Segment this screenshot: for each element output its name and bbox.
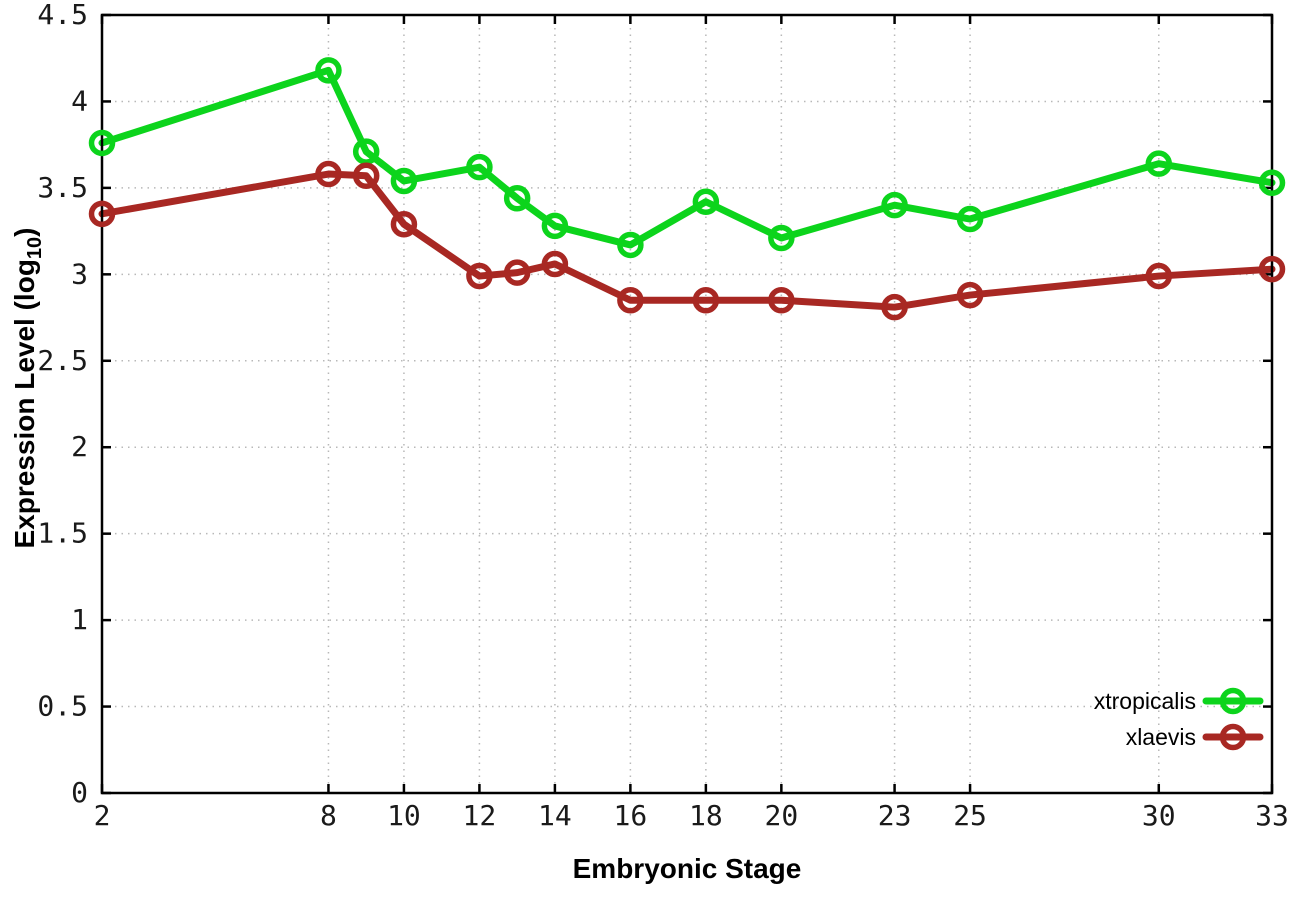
x-tick-label: 18 (689, 799, 723, 832)
series-line-xtropicalis (98, 66, 1276, 249)
data-point-xlaevis (692, 287, 720, 314)
data-point-xtropicalis (1145, 150, 1173, 177)
data-point-xlaevis (390, 210, 418, 238)
data-point-xtropicalis (466, 153, 493, 181)
gridlines (102, 15, 1272, 793)
y-tick-label: 3.5 (37, 171, 88, 204)
data-point-xlaevis (352, 162, 380, 190)
data-point-xlaevis (541, 250, 569, 278)
x-tick-label: 30 (1142, 799, 1176, 832)
data-point-xtropicalis (768, 224, 795, 252)
legend-label-xtropicalis: xtropicalis (1094, 688, 1196, 714)
series-line-xlaevis (98, 170, 1276, 311)
data-point-xlaevis (768, 287, 795, 314)
data-point-xlaevis (1145, 262, 1173, 290)
x-tick-label: 2 (94, 799, 111, 832)
x-tick-label: 20 (764, 799, 798, 832)
y-tick-label: 0.5 (37, 690, 88, 723)
data-point-xlaevis (956, 281, 984, 309)
axis-ticks (100, 13, 1274, 795)
y-tick-label: 2 (71, 430, 88, 463)
y-tick-label: 4 (71, 84, 88, 117)
series-lines (98, 66, 1276, 311)
y-tick-label: 1 (71, 603, 88, 636)
y-tick-label: 2.5 (37, 344, 88, 377)
data-point-xlaevis (315, 160, 342, 188)
y-axis-title-main: Expression Level (log (9, 259, 40, 548)
y-tick-label: 1.5 (37, 517, 88, 550)
x-tick-label: 14 (538, 799, 572, 832)
x-tick-label: 25 (953, 799, 987, 832)
data-point-xtropicalis (617, 231, 644, 259)
data-point-markers (88, 57, 1286, 321)
data-point-xtropicalis (1258, 169, 1286, 196)
x-tick-label: 33 (1255, 799, 1289, 832)
y-axis-title-close: ) (9, 228, 40, 237)
data-point-xlaevis (1258, 255, 1286, 283)
tick-labels: 2 8 10 12 14 16 18 20 23 25 30 33 0 0.5 1 1.5 2 2.5 3 3.5 4 4… (37, 0, 1288, 832)
data-point-xtropicalis (881, 191, 908, 219)
data-point-xtropicalis (541, 212, 569, 240)
y-tick-label: 0 (71, 776, 88, 809)
y-axis-title: Expression Level (log10) (9, 228, 46, 549)
x-tick-label: 23 (878, 799, 912, 832)
data-point-xlaevis (881, 293, 908, 321)
data-point-xtropicalis (503, 185, 531, 212)
data-point-xtropicalis (88, 129, 116, 157)
y-tick-label: 3 (71, 257, 88, 290)
data-point-xtropicalis (352, 138, 380, 165)
x-tick-label: 10 (387, 799, 421, 832)
y-axis-title-subscript: 10 (24, 237, 46, 259)
plot-border (100, 13, 1274, 795)
x-tick-label: 8 (320, 799, 337, 832)
data-point-xtropicalis (956, 205, 984, 233)
y-tick-label: 4.5 (37, 0, 88, 31)
x-tick-label: 16 (614, 799, 648, 832)
data-point-xlaevis (617, 287, 644, 314)
x-axis-title: Embryonic Stage (573, 853, 802, 884)
x-tick-label: 12 (463, 799, 497, 832)
legend-label-xlaevis: xlaevis (1126, 724, 1196, 750)
data-point-xtropicalis (390, 167, 418, 195)
legend: xtropicalis xlaevis (1094, 687, 1264, 751)
legend-sample-marker-xtropicalis (1219, 687, 1247, 715)
data-point-xlaevis (88, 200, 116, 228)
legend-sample-marker-xlaevis (1219, 723, 1247, 751)
data-point-xtropicalis (315, 57, 342, 84)
data-point-xlaevis (503, 259, 531, 286)
data-point-xlaevis (466, 262, 493, 290)
data-point-xtropicalis (692, 188, 720, 215)
